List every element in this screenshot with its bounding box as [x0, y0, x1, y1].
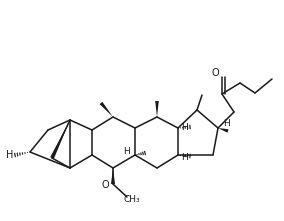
Polygon shape [100, 102, 113, 117]
Polygon shape [218, 128, 229, 133]
Text: H: H [181, 122, 187, 131]
Text: H: H [181, 152, 187, 162]
Text: CH₃: CH₃ [124, 196, 140, 204]
Text: H: H [124, 147, 130, 156]
Text: H: H [223, 120, 229, 128]
Polygon shape [111, 168, 115, 184]
Text: O: O [211, 68, 219, 78]
Polygon shape [50, 120, 70, 159]
Text: H: H [6, 150, 14, 160]
Text: O: O [101, 180, 109, 190]
Polygon shape [155, 101, 159, 117]
